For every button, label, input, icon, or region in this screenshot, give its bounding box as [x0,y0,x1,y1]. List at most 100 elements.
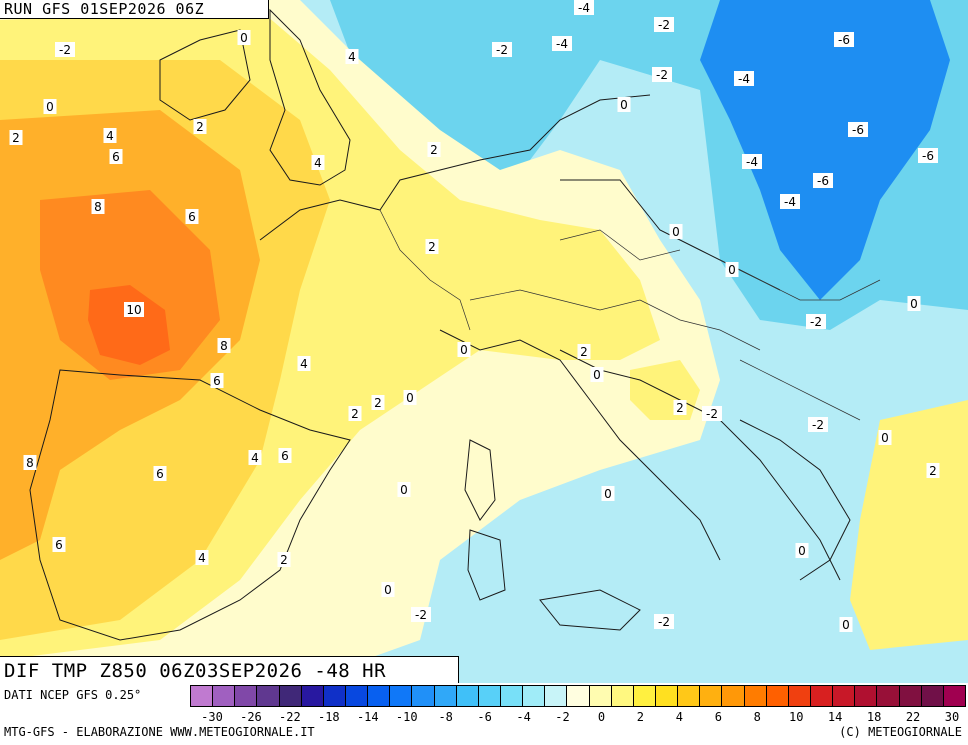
contour-label: 10 [126,303,141,317]
contour-label-bg [193,119,207,134]
color-scale-swatch [766,686,789,706]
color-scale-swatch [567,686,590,706]
contour-label-bg [195,550,209,565]
color-scale-swatch [523,686,546,706]
contour-label-bg [590,367,604,382]
contour-label: -2 [496,43,508,57]
contour-label-bg [918,148,938,163]
contour-label-bg [210,373,224,388]
color-scale-tick: 4 [675,710,683,724]
color-scale-tick: -30 [201,710,223,724]
contour-label: 0 [593,368,601,382]
color-scale-swatch [368,686,391,706]
contour-label-bg [552,36,572,51]
contour-label: 2 [12,131,20,145]
contour-label-bg [654,614,674,629]
footer: DATI NCEP GFS 0.25° -30 -26 -22 -18 -14 -10 -8… [0,683,968,745]
contour-label-bg [348,406,362,421]
color-scale-swatch [833,686,856,706]
contour-label-bg [574,0,594,15]
contour-label-bg [795,543,809,558]
field-red-orange [88,285,170,365]
contour-label-bg [834,32,854,47]
contour-label: -4 [738,72,750,86]
contour-label: 6 [281,449,289,463]
color-scale-swatch [456,686,479,706]
color-scale-swatch [279,686,302,706]
contour-label-bg [217,338,231,353]
color-scale-tick: -14 [356,710,379,724]
color-scale-swatch [345,686,369,706]
contour-label-bg [907,296,921,311]
contour-label-bg [23,455,37,470]
contour-label: 0 [881,431,889,445]
color-scale-tick: 2 [636,710,645,724]
contour-label-bg [601,486,615,501]
color-scale-ticks: -30 -26 -22 -18 -14 -10 -8 -6 -4 -2 0 2 4 6 8 10 14 18 22 3… [190,710,966,724]
color-scale-swatch [235,686,258,706]
contour-label-bg [617,97,631,112]
color-scale-swatch [257,686,280,706]
color-scale-swatch [744,686,767,706]
contour-label-bg [702,406,722,421]
contour-label-bg [103,128,117,143]
color-scale-tick: 6 [714,710,722,724]
color-scale-tick: -22 [279,710,301,724]
temperature-anomaly-map: -20246810-4-6-202468-4-6-20420-20-4-6-4-… [0,0,968,683]
contour-label: 2 [196,120,204,134]
color-scale-swatch [191,686,214,706]
color-scale-swatches [190,685,966,707]
contour-label: 0 [460,343,468,357]
color-scale-swatch [921,686,944,706]
map-title: DIF TMP Z850 06Z03SEP2026 -48 HR [4,660,387,682]
contour-label: -4 [746,155,758,169]
contour-label: 2 [351,407,359,421]
color-scale-tick: 14 [827,710,843,724]
color-scale-swatch [788,686,811,706]
contour-label-bg [673,400,687,415]
color-scale-swatch [545,686,568,706]
contour-label: 8 [26,456,34,470]
contour-label: -4 [784,195,796,209]
color-scale-swatch [722,686,745,706]
contour-label: -2 [706,407,718,421]
contour-label: -6 [817,174,829,188]
contour-label-bg [297,356,311,371]
contour-label: -2 [812,418,824,432]
color-scale-tick: 0 [597,710,606,724]
color-scale-swatch [855,686,878,706]
contour-label-bg [742,154,762,169]
contour-label: -2 [656,68,668,82]
contour-label: 0 [798,544,806,558]
contour-label-bg [55,42,75,57]
contour-label: -4 [556,37,568,51]
contour-label-bg [397,482,411,497]
contour-label: -2 [810,315,822,329]
contour-label-bg [808,417,828,432]
credit-right: (C) METEOGIORNALE [839,725,962,739]
contour-label-bg [577,344,591,359]
contour-label: 0 [400,483,408,497]
contour-label: 0 [240,31,248,45]
contour-label-bg [878,430,892,445]
color-scale-tick: -8 [438,710,453,724]
contour-label-bg [43,99,57,114]
color-scale-swatch [611,686,634,706]
contour-label: 2 [929,464,937,478]
contour-label: 4 [300,357,308,371]
color-scale-tick: 8 [753,710,761,724]
contour-label-bg [780,194,800,209]
color-scale-swatch [810,686,834,706]
contour-label: 2 [580,345,588,359]
color-scale-tick: 18 [866,710,882,724]
color-scale-swatch [213,686,236,706]
color-scale-tick: 30 [944,710,960,724]
color-scale-swatch [943,686,965,706]
coastlines [29,8,851,641]
contour-label: 2 [428,240,436,254]
color-scale-tick: -26 [240,710,262,724]
color-scale-tick: -6 [477,710,492,724]
contour-label: 4 [314,156,322,170]
contour-label: 0 [384,583,392,597]
contour-label-bg [124,302,144,317]
